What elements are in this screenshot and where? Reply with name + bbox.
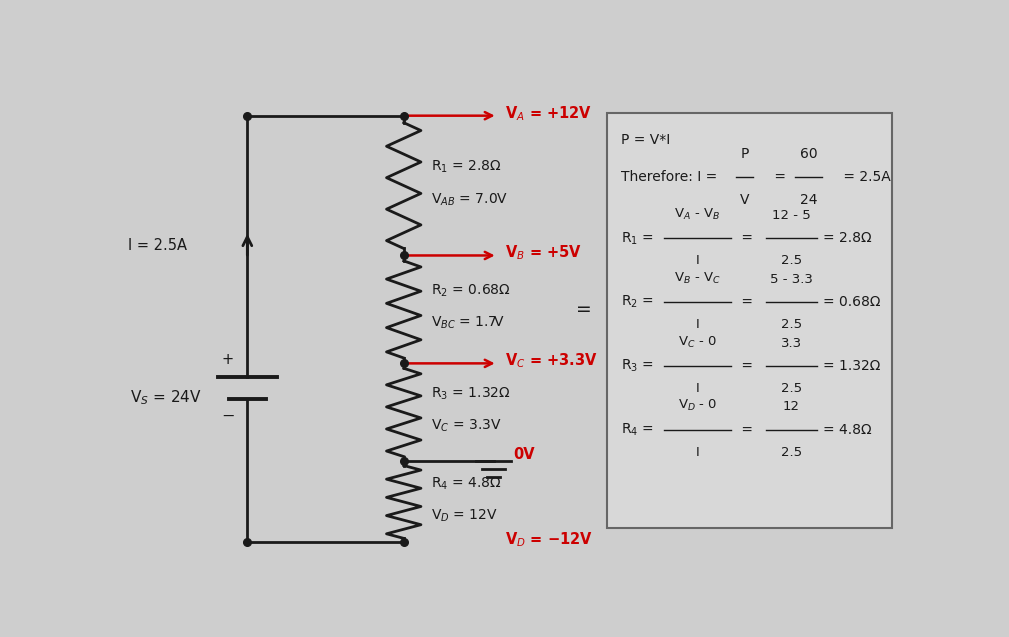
Text: Therefore: I =: Therefore: I = — [622, 170, 721, 184]
Text: =: = — [576, 300, 591, 319]
Text: 2.5: 2.5 — [781, 255, 802, 268]
Text: V$_{BC}$ = 1.7V: V$_{BC}$ = 1.7V — [431, 315, 506, 331]
Text: I: I — [695, 255, 699, 268]
Text: I = 2.5A: I = 2.5A — [128, 238, 187, 253]
Text: 5 - 3.3: 5 - 3.3 — [770, 273, 812, 286]
Text: 24: 24 — [800, 192, 817, 206]
Text: R$_1$ =: R$_1$ = — [622, 230, 656, 247]
FancyBboxPatch shape — [607, 113, 892, 527]
Text: V: V — [740, 192, 750, 206]
Text: =: = — [770, 170, 790, 184]
Text: V$_D$ = 12V: V$_D$ = 12V — [431, 508, 498, 524]
Text: R$_2$ = 0.68Ω: R$_2$ = 0.68Ω — [431, 283, 511, 299]
Text: =: = — [737, 295, 757, 309]
Text: V$_C$ = 3.3V: V$_C$ = 3.3V — [431, 418, 501, 434]
Text: 12 - 5: 12 - 5 — [772, 209, 810, 222]
Text: = 2.5A: = 2.5A — [838, 170, 890, 184]
Text: 0V: 0V — [514, 447, 535, 462]
Text: = 2.8Ω: = 2.8Ω — [823, 231, 872, 245]
Text: =: = — [737, 422, 757, 436]
Text: 60: 60 — [800, 147, 817, 161]
Text: R$_1$ = 2.8Ω: R$_1$ = 2.8Ω — [431, 159, 501, 175]
Text: I: I — [695, 446, 699, 459]
Text: V$_A$ - V$_B$: V$_A$ - V$_B$ — [674, 207, 720, 222]
Text: R$_3$ =: R$_3$ = — [622, 357, 656, 374]
Text: V$_C$ - 0: V$_C$ - 0 — [678, 334, 716, 350]
Text: V$_B$ = +5V: V$_B$ = +5V — [506, 244, 582, 262]
Text: R$_4$ =: R$_4$ = — [622, 422, 656, 438]
Text: 2.5: 2.5 — [781, 446, 802, 459]
Text: 2.5: 2.5 — [781, 382, 802, 395]
Text: 12: 12 — [783, 401, 800, 413]
Text: =: = — [737, 359, 757, 373]
Text: V$_{AB}$ = 7.0V: V$_{AB}$ = 7.0V — [431, 191, 509, 208]
Text: R$_4$ = 4.8Ω: R$_4$ = 4.8Ω — [431, 475, 501, 492]
Text: V$_S$ = 24V: V$_S$ = 24V — [130, 389, 202, 407]
Text: V$_D$ - 0: V$_D$ - 0 — [678, 398, 717, 413]
Text: 2.5: 2.5 — [781, 318, 802, 331]
Text: V$_A$ = +12V: V$_A$ = +12V — [506, 104, 592, 122]
Text: I: I — [695, 318, 699, 331]
Text: −: − — [221, 408, 234, 424]
Text: V$_B$ - V$_C$: V$_B$ - V$_C$ — [674, 271, 720, 286]
Text: = 0.68Ω: = 0.68Ω — [823, 295, 881, 309]
Text: = 1.32Ω: = 1.32Ω — [823, 359, 880, 373]
Text: +: + — [222, 352, 234, 368]
Text: I: I — [695, 382, 699, 395]
Text: P: P — [741, 147, 749, 161]
Text: R$_2$ =: R$_2$ = — [622, 294, 656, 310]
Text: V$_D$ = −12V: V$_D$ = −12V — [506, 531, 593, 549]
Text: =: = — [737, 231, 757, 245]
Text: = 4.8Ω: = 4.8Ω — [823, 422, 872, 436]
Text: R$_3$ = 1.32Ω: R$_3$ = 1.32Ω — [431, 385, 511, 402]
Text: 3.3: 3.3 — [781, 336, 802, 350]
Text: P = V*I: P = V*I — [622, 133, 670, 147]
Text: V$_C$ = +3.3V: V$_C$ = +3.3V — [506, 352, 598, 370]
